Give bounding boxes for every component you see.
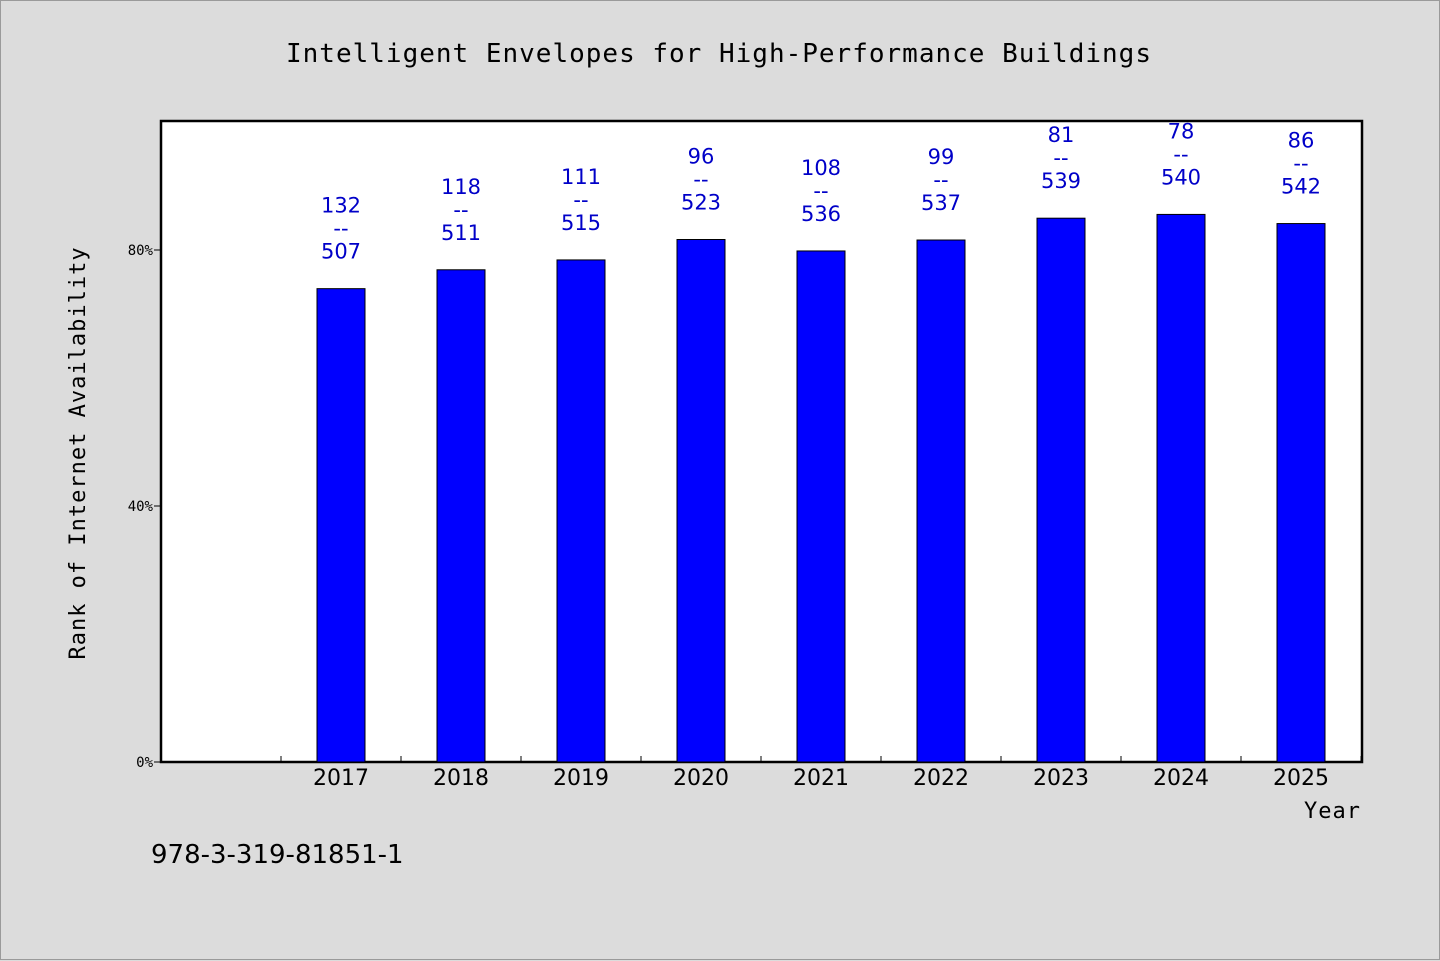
isbn-footer: 978-3-319-81851-1 bbox=[151, 840, 404, 870]
data-labels: 132--507118--511111--51596--523108--5369… bbox=[321, 119, 1321, 263]
total-label: 537 bbox=[921, 191, 961, 215]
x-tick-label: 2017 bbox=[313, 766, 369, 791]
x-tick-label: 2024 bbox=[1153, 766, 1209, 791]
rank-label: 81 bbox=[1048, 123, 1075, 147]
bar bbox=[1156, 213, 1206, 763]
bar bbox=[316, 288, 366, 763]
y-axis: 0% 40% 80% bbox=[128, 243, 161, 771]
y-axis-title: Rank of Internet Availability bbox=[66, 246, 91, 659]
total-label: 539 bbox=[1041, 169, 1081, 193]
total-label: 536 bbox=[801, 202, 841, 226]
rank-label: 111 bbox=[561, 165, 601, 189]
x-tick-label: 2020 bbox=[673, 766, 729, 791]
label-separator: -- bbox=[333, 217, 348, 241]
label-separator: -- bbox=[693, 168, 708, 192]
label-separator: -- bbox=[813, 179, 828, 203]
total-label: 507 bbox=[321, 240, 361, 264]
label-separator: -- bbox=[453, 198, 468, 222]
y-tick-label: 0% bbox=[136, 755, 153, 771]
total-label: 523 bbox=[681, 191, 721, 215]
x-tick-label: 2025 bbox=[1273, 766, 1329, 791]
x-tick-label: 2018 bbox=[433, 766, 489, 791]
bar bbox=[796, 250, 846, 763]
x-tick-label: 2023 bbox=[1033, 766, 1089, 791]
chart-title: Intelligent Envelopes for High-Performan… bbox=[286, 39, 1152, 69]
total-label: 540 bbox=[1161, 165, 1201, 189]
y-tick-label: 40% bbox=[128, 499, 154, 515]
total-label: 542 bbox=[1281, 175, 1321, 199]
x-axis-title: Year bbox=[1304, 799, 1361, 824]
y-tick-label: 80% bbox=[128, 243, 154, 259]
rank-label: 118 bbox=[441, 175, 481, 199]
bar bbox=[1036, 217, 1086, 763]
bar-series bbox=[316, 213, 1326, 763]
bar bbox=[676, 239, 726, 763]
label-separator: -- bbox=[1173, 142, 1188, 166]
x-tick-label: 2022 bbox=[913, 766, 969, 791]
rank-label: 108 bbox=[801, 156, 841, 180]
bar bbox=[556, 259, 606, 763]
label-separator: -- bbox=[1053, 146, 1068, 170]
label-separator: -- bbox=[573, 188, 588, 212]
rank-label: 86 bbox=[1288, 129, 1315, 153]
label-separator: -- bbox=[933, 168, 948, 192]
total-label: 515 bbox=[561, 211, 601, 235]
bar bbox=[916, 239, 966, 763]
x-tick-label: 2021 bbox=[793, 766, 849, 791]
bar bbox=[436, 269, 486, 763]
label-separator: -- bbox=[1293, 152, 1308, 176]
rank-label: 78 bbox=[1168, 119, 1195, 143]
x-axis: 2017 2018 2019 2020 2021 2022 2023 2024 2025 bbox=[280, 756, 1362, 791]
total-label: 511 bbox=[441, 221, 481, 245]
rank-label: 132 bbox=[321, 194, 361, 218]
x-tick-label: 2019 bbox=[553, 766, 609, 791]
rank-label: 99 bbox=[928, 145, 955, 169]
bar bbox=[1276, 223, 1326, 763]
rank-label: 96 bbox=[688, 145, 715, 169]
